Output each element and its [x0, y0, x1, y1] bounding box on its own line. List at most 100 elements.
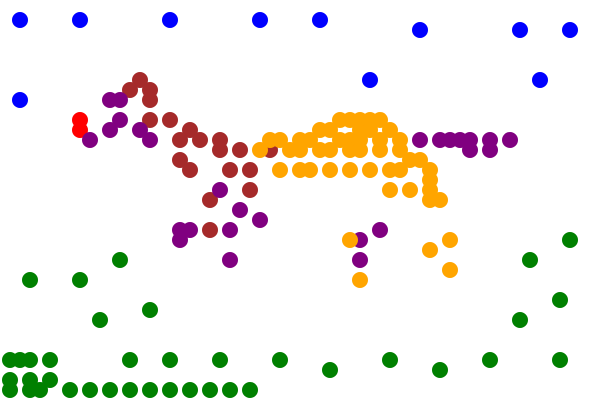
orange-dot[interactable]: [432, 192, 448, 208]
brown-dot[interactable]: [172, 132, 188, 148]
purple-dot[interactable]: [462, 142, 478, 158]
green-dot[interactable]: [522, 252, 538, 268]
purple-dot[interactable]: [222, 252, 238, 268]
orange-dot[interactable]: [302, 132, 318, 148]
green-dot[interactable]: [242, 382, 258, 398]
orange-dot[interactable]: [302, 162, 318, 178]
brown-dot[interactable]: [242, 182, 258, 198]
green-dot[interactable]: [22, 352, 38, 368]
brown-dot[interactable]: [242, 162, 258, 178]
green-dot[interactable]: [562, 232, 578, 248]
orange-dot[interactable]: [382, 182, 398, 198]
purple-dot[interactable]: [222, 222, 238, 238]
green-dot[interactable]: [42, 372, 58, 388]
purple-dot[interactable]: [132, 122, 148, 138]
brown-dot[interactable]: [202, 222, 218, 238]
green-dot[interactable]: [222, 382, 238, 398]
purple-dot[interactable]: [232, 202, 248, 218]
orange-dot[interactable]: [342, 232, 358, 248]
blue-dot[interactable]: [312, 12, 328, 28]
orange-dot[interactable]: [442, 262, 458, 278]
purple-dot[interactable]: [212, 182, 228, 198]
orange-dot[interactable]: [382, 122, 398, 138]
orange-dot[interactable]: [272, 132, 288, 148]
green-dot[interactable]: [32, 382, 48, 398]
purple-dot[interactable]: [102, 122, 118, 138]
orange-dot[interactable]: [372, 142, 388, 158]
orange-dot[interactable]: [392, 142, 408, 158]
green-dot[interactable]: [202, 382, 218, 398]
orange-dot[interactable]: [362, 162, 378, 178]
purple-dot[interactable]: [412, 132, 428, 148]
purple-dot[interactable]: [142, 132, 158, 148]
green-dot[interactable]: [272, 352, 288, 368]
orange-dot[interactable]: [402, 182, 418, 198]
brown-dot[interactable]: [192, 132, 208, 148]
brown-dot[interactable]: [182, 162, 198, 178]
green-dot[interactable]: [102, 382, 118, 398]
green-dot[interactable]: [122, 352, 138, 368]
orange-dot[interactable]: [252, 142, 268, 158]
brown-dot[interactable]: [212, 142, 228, 158]
brown-dot[interactable]: [122, 82, 138, 98]
orange-dot[interactable]: [392, 162, 408, 178]
orange-dot[interactable]: [322, 122, 338, 138]
brown-dot[interactable]: [232, 142, 248, 158]
green-dot[interactable]: [82, 382, 98, 398]
green-dot[interactable]: [512, 312, 528, 328]
orange-dot[interactable]: [322, 142, 338, 158]
orange-dot[interactable]: [292, 142, 308, 158]
blue-dot[interactable]: [532, 72, 548, 88]
green-dot[interactable]: [2, 382, 18, 398]
green-dot[interactable]: [322, 362, 338, 378]
purple-dot[interactable]: [82, 132, 98, 148]
orange-dot[interactable]: [272, 162, 288, 178]
orange-dot[interactable]: [412, 152, 428, 168]
green-dot[interactable]: [112, 252, 128, 268]
green-dot[interactable]: [212, 352, 228, 368]
blue-dot[interactable]: [562, 22, 578, 38]
orange-dot[interactable]: [342, 162, 358, 178]
green-dot[interactable]: [92, 312, 108, 328]
green-dot[interactable]: [22, 272, 38, 288]
purple-dot[interactable]: [372, 222, 388, 238]
blue-dot[interactable]: [512, 22, 528, 38]
purple-dot[interactable]: [502, 132, 518, 148]
green-dot[interactable]: [122, 382, 138, 398]
green-dot[interactable]: [552, 292, 568, 308]
blue-dot[interactable]: [362, 72, 378, 88]
blue-dot[interactable]: [162, 12, 178, 28]
blue-dot[interactable]: [252, 12, 268, 28]
brown-dot[interactable]: [142, 92, 158, 108]
orange-dot[interactable]: [352, 142, 368, 158]
green-dot[interactable]: [482, 352, 498, 368]
blue-dot[interactable]: [412, 22, 428, 38]
green-dot[interactable]: [552, 352, 568, 368]
purple-dot[interactable]: [352, 252, 368, 268]
green-dot[interactable]: [162, 382, 178, 398]
orange-dot[interactable]: [322, 162, 338, 178]
green-dot[interactable]: [72, 272, 88, 288]
red-dot[interactable]: [72, 122, 88, 138]
brown-dot[interactable]: [132, 72, 148, 88]
green-dot[interactable]: [42, 352, 58, 368]
orange-dot[interactable]: [372, 112, 388, 128]
brown-dot[interactable]: [202, 192, 218, 208]
purple-dot[interactable]: [112, 112, 128, 128]
brown-dot[interactable]: [162, 112, 178, 128]
green-dot[interactable]: [162, 352, 178, 368]
purple-dot[interactable]: [182, 222, 198, 238]
blue-dot[interactable]: [72, 12, 88, 28]
green-dot[interactable]: [182, 382, 198, 398]
orange-dot[interactable]: [352, 272, 368, 288]
blue-dot[interactable]: [12, 12, 28, 28]
purple-dot[interactable]: [252, 212, 268, 228]
purple-dot[interactable]: [482, 142, 498, 158]
brown-dot[interactable]: [182, 122, 198, 138]
green-dot[interactable]: [62, 382, 78, 398]
orange-dot[interactable]: [442, 232, 458, 248]
green-dot[interactable]: [432, 362, 448, 378]
blue-dot[interactable]: [12, 92, 28, 108]
green-dot[interactable]: [142, 382, 158, 398]
brown-dot[interactable]: [172, 152, 188, 168]
